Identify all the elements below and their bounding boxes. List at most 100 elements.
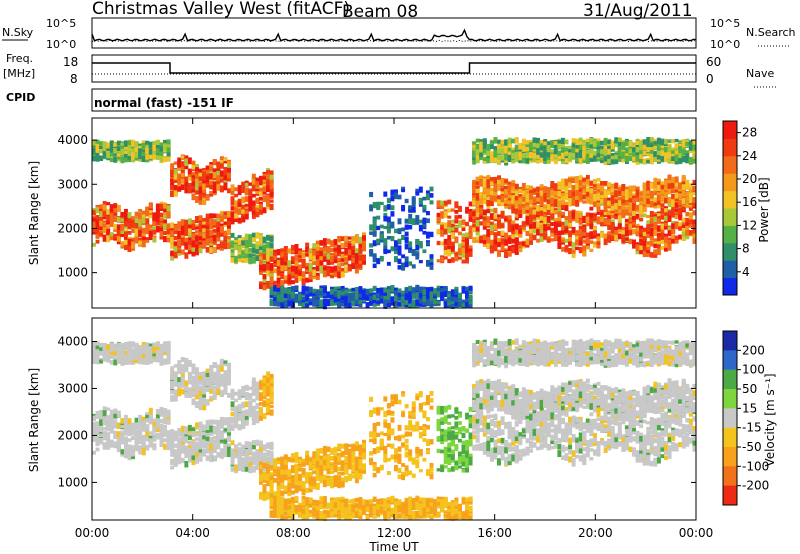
- power-cell: [447, 297, 452, 301]
- power-cell: [283, 287, 288, 292]
- power-cell: [525, 152, 530, 159]
- power-cell: [180, 225, 185, 230]
- power-cell: [241, 211, 246, 218]
- power-cell: [383, 287, 388, 293]
- power-cell: [646, 185, 651, 191]
- power-cell: [99, 213, 104, 218]
- power-cell: [546, 208, 551, 216]
- power-cell: [493, 184, 498, 190]
- power-cell: [95, 216, 100, 223]
- power-cell: [347, 295, 352, 303]
- power-cell: [227, 188, 231, 194]
- power-cell: [482, 199, 487, 205]
- power-cell: [308, 298, 313, 302]
- power-cell: [568, 221, 573, 227]
- power-cell: [351, 236, 356, 242]
- power-cell: [113, 215, 118, 223]
- power-cell: [358, 248, 363, 253]
- power-cell: [614, 213, 619, 218]
- power-cell: [237, 206, 242, 211]
- power-cell: [475, 188, 480, 195]
- power-cell: [642, 191, 647, 199]
- power-cell: [621, 230, 626, 236]
- power-cell: [337, 271, 342, 279]
- power-cell: [607, 155, 612, 161]
- power-cell: [262, 264, 267, 271]
- power-cell: [166, 238, 171, 243]
- power-cell: [148, 154, 153, 160]
- power-cell: [493, 155, 498, 161]
- power-cell: [209, 218, 214, 226]
- power-cell: [472, 223, 477, 228]
- power-cell: [404, 287, 409, 293]
- power-cell: [507, 154, 512, 158]
- power-cell: [305, 246, 310, 253]
- power-cell: [251, 185, 256, 189]
- power-cell: [582, 152, 587, 159]
- power-cell: [365, 295, 370, 300]
- power-cell: [539, 227, 544, 234]
- power-cell: [337, 290, 342, 297]
- power-cell: [656, 240, 661, 245]
- power-cell: [425, 296, 430, 300]
- power-cell: [578, 176, 583, 182]
- power-cell: [436, 212, 441, 218]
- power-cell: [461, 299, 466, 305]
- power-cell: [653, 240, 658, 244]
- power-cell: [269, 174, 274, 180]
- power-cell: [177, 178, 182, 185]
- power-cell: [344, 254, 349, 259]
- power-cell: [308, 298, 313, 306]
- power-cell: [202, 224, 207, 231]
- power-cell: [330, 299, 334, 307]
- power-cell: [553, 153, 558, 160]
- power-cell: [354, 262, 359, 269]
- power-cell: [617, 150, 622, 157]
- power-cell: [330, 274, 334, 279]
- power-cell: [365, 288, 370, 296]
- power-cell: [138, 209, 143, 215]
- power-cell: [575, 158, 580, 163]
- power-cell: [440, 292, 445, 299]
- power-cell: [624, 221, 629, 228]
- power-cell: [511, 220, 516, 224]
- power-cell: [536, 206, 541, 210]
- power-cell: [642, 236, 647, 241]
- power-cell: [273, 251, 278, 256]
- power-cell: [234, 216, 239, 222]
- power-cell: [258, 237, 263, 245]
- power-cell: [95, 239, 100, 244]
- power-cell: [568, 236, 573, 242]
- power-cell: [418, 296, 423, 301]
- power-cell: [369, 191, 374, 198]
- power-cell: [202, 171, 207, 177]
- power-cell: [290, 244, 295, 251]
- power-cell: [283, 246, 288, 252]
- power-cell: [536, 200, 541, 204]
- power-cell: [560, 211, 565, 216]
- power-cell: [532, 145, 537, 150]
- power-cell: [482, 181, 487, 189]
- power-cell: [568, 230, 573, 238]
- power-cell: [241, 181, 246, 189]
- power-cell: [166, 205, 171, 212]
- power-cell: [571, 147, 576, 154]
- power-cell: [280, 248, 285, 252]
- power-cell: [479, 192, 484, 197]
- power-cell: [514, 188, 519, 194]
- power-cell: [319, 292, 324, 296]
- power-cell: [308, 267, 313, 273]
- power-cell: [560, 147, 565, 153]
- power-cell: [127, 230, 132, 235]
- power-cell: [628, 223, 633, 229]
- power-cell: [550, 190, 555, 196]
- power-cell: [518, 229, 523, 235]
- power-cell: [134, 151, 139, 158]
- power-cell: [447, 247, 452, 255]
- power-cell: [560, 178, 565, 184]
- power-cell: [212, 232, 217, 236]
- power-cell: [408, 205, 413, 211]
- noise-ytick-bottom: 10^0: [46, 38, 76, 51]
- power-cell: [123, 222, 128, 227]
- power-cell: [372, 218, 377, 225]
